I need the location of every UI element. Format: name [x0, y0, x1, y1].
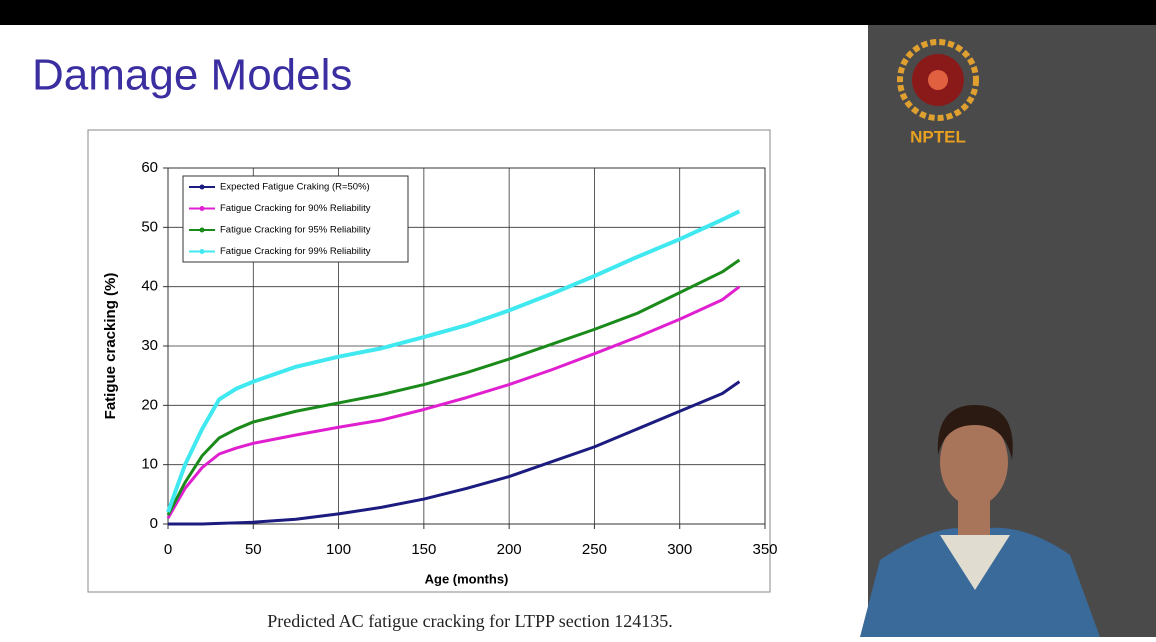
plot-area: [167, 167, 766, 525]
x-tick-label: 100: [326, 541, 351, 558]
y-tick-label: 30: [141, 337, 158, 354]
x-tick-label: 150: [411, 541, 436, 558]
series-line: [166, 258, 741, 516]
series-line: [166, 209, 741, 513]
x-tick-label: 200: [497, 541, 522, 558]
x-tick-label: 300: [667, 541, 692, 558]
y-axis-label: Fatigue cracking (%): [102, 273, 119, 420]
presenter: [860, 405, 1100, 637]
y-tick-label: 60: [141, 159, 158, 176]
slide-title: Damage Models: [32, 51, 352, 100]
legend-label: Fatigue Cracking for 95% Reliability: [220, 225, 371, 236]
x-tick-label: 50: [245, 541, 262, 558]
caption: Predicted AC fatigue cracking for LTPP s…: [267, 611, 673, 631]
y-tick-label: 0: [150, 515, 158, 532]
logo-mark: [897, 39, 979, 121]
legend-box: [182, 175, 409, 263]
top-bar: [0, 0, 1156, 25]
legend-label: Fatigue Cracking for 99% Reliability: [220, 246, 371, 257]
y-tick-label: 50: [141, 218, 158, 235]
y-tick-label: 10: [141, 456, 158, 473]
legend-marker: [199, 249, 205, 254]
legend-marker: [199, 206, 205, 211]
y-tick-label: 20: [141, 396, 158, 413]
x-tick-label: 0: [164, 541, 172, 558]
y-tick-label: 40: [141, 278, 158, 295]
chart: 0 10 20 30 40 50 60 0 50 100 150 200 250 300 350 Age (m…: [102, 159, 778, 586]
x-tick-label: 250: [582, 541, 607, 558]
x-axis-label: Age (months): [425, 571, 509, 586]
legend-marker: [199, 227, 205, 233]
series-line: [168, 380, 741, 526]
logo-text: NPTEL: [910, 127, 966, 146]
legend-label: Expected Fatigue Craking (R=50%): [220, 182, 370, 193]
legend-label: Fatigue Cracking for 90% Reliability: [220, 203, 371, 214]
series-line: [166, 285, 741, 519]
x-tick-label: 350: [752, 541, 777, 558]
legend-marker: [199, 184, 205, 190]
